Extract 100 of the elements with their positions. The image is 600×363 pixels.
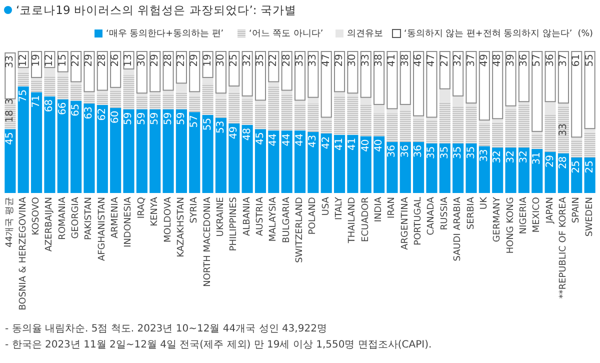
legend-label: 의견유보: [347, 29, 383, 39]
bar: [268, 86, 280, 131]
bar: [518, 104, 530, 148]
bar: [518, 148, 530, 193]
bar: [478, 123, 490, 146]
x-tick-label: KAZAKHSTAN: [176, 197, 186, 258]
bar: [18, 68, 29, 72]
bar: [478, 51, 490, 121]
bar: [374, 104, 385, 114]
data-label: 35: [294, 54, 306, 67]
x-tick-label: IRAQ: [136, 197, 147, 219]
bar: [584, 129, 596, 132]
bar: [466, 143, 477, 193]
bar: [492, 51, 504, 120]
bar: [136, 96, 148, 110]
x-tick-label: CANADA: [426, 196, 437, 236]
data-label: 22: [70, 54, 82, 67]
x-tick-label: RUSSIA: [440, 196, 450, 230]
data-label: 31: [532, 152, 543, 165]
data-label: 29: [150, 54, 161, 67]
bar: [544, 102, 556, 115]
bar: [360, 98, 372, 105]
bar: [413, 119, 424, 142]
data-label: 44: [294, 134, 306, 146]
data-label: 65: [70, 104, 82, 116]
data-label: 29: [544, 154, 556, 168]
bar: [57, 72, 68, 77]
data-label: 28: [558, 156, 569, 169]
bar: [268, 130, 280, 193]
data-label: 19: [31, 54, 42, 67]
bar: [400, 104, 411, 111]
bar: [242, 51, 253, 96]
bar: [110, 90, 122, 108]
data-label: 36: [518, 54, 530, 67]
bar: [254, 100, 266, 105]
x-tick-label: THAILAND: [348, 196, 358, 244]
data-label: 35: [439, 146, 450, 160]
x-tick-label: AZERBAIJAN: [44, 197, 55, 252]
bar: [162, 51, 174, 91]
bar: [162, 90, 174, 96]
bar: [558, 104, 569, 106]
data-label: 59: [150, 112, 161, 125]
data-label: 46: [413, 54, 424, 67]
bar: [360, 51, 372, 98]
bar: [400, 110, 411, 142]
data-label: 44: [268, 134, 280, 146]
bar: [400, 142, 411, 193]
x-tick-label: GEORGIA: [71, 196, 82, 239]
x-tick-label: SWEDEN: [584, 197, 595, 237]
bar: [136, 109, 148, 193]
bar: [320, 133, 332, 193]
bar: [347, 134, 358, 193]
legend-label: ‘매우 동의한다+동의하는 편’: [106, 29, 224, 39]
legend-label: ‘동의하지 않는 편+전혀 동의하지 않는다’: [404, 29, 572, 39]
x-tick-label: AUSTRIA: [255, 196, 266, 236]
bar: [478, 120, 490, 124]
bar: [228, 86, 240, 92]
bar: [44, 76, 56, 96]
bar: [505, 109, 516, 148]
x-tick-label: AFGHANISTAN: [97, 197, 108, 262]
bar: [386, 109, 398, 114]
bar: [281, 95, 292, 131]
data-label: 71: [31, 95, 42, 108]
bar: [466, 106, 477, 144]
bar: [294, 104, 306, 131]
bar: [70, 85, 82, 101]
data-label: 40: [374, 139, 385, 152]
data-label: 38: [400, 54, 411, 67]
bar: [334, 92, 346, 96]
data-label: 36: [386, 144, 398, 158]
bar: [558, 51, 569, 104]
data-label: 55: [202, 118, 214, 131]
bar: [558, 106, 569, 154]
x-tick-label: PHILIPPINES: [229, 196, 240, 252]
data-label: 35: [452, 146, 464, 160]
bar: [215, 94, 226, 98]
data-label: 32: [492, 150, 504, 164]
data-label: 75: [18, 90, 29, 102]
bar: [466, 104, 477, 106]
data-label: 30: [215, 54, 226, 67]
data-label: 19: [202, 54, 214, 67]
data-label: 32: [452, 54, 464, 67]
bar: [176, 109, 187, 193]
data-label: 37: [558, 54, 569, 67]
x-tick-label: INDONESIA: [124, 196, 134, 248]
bar: [518, 102, 530, 105]
x-tick-label: JAPAN: [545, 197, 556, 224]
x-tick-label: ARGENTINA: [400, 196, 410, 250]
data-label: 42: [320, 136, 332, 150]
data-label: 68: [44, 99, 56, 112]
x-tick-label: SAUDI ARABIA: [453, 196, 464, 262]
data-label: 59: [123, 112, 134, 125]
bar: [176, 92, 187, 110]
data-label: 25: [571, 160, 582, 174]
bar: [110, 108, 122, 193]
data-label: 53: [215, 120, 226, 134]
x-tick-label: ROMANIA: [58, 196, 68, 240]
bar: [268, 82, 280, 86]
bar: [505, 106, 516, 110]
data-label: 15: [57, 54, 68, 67]
